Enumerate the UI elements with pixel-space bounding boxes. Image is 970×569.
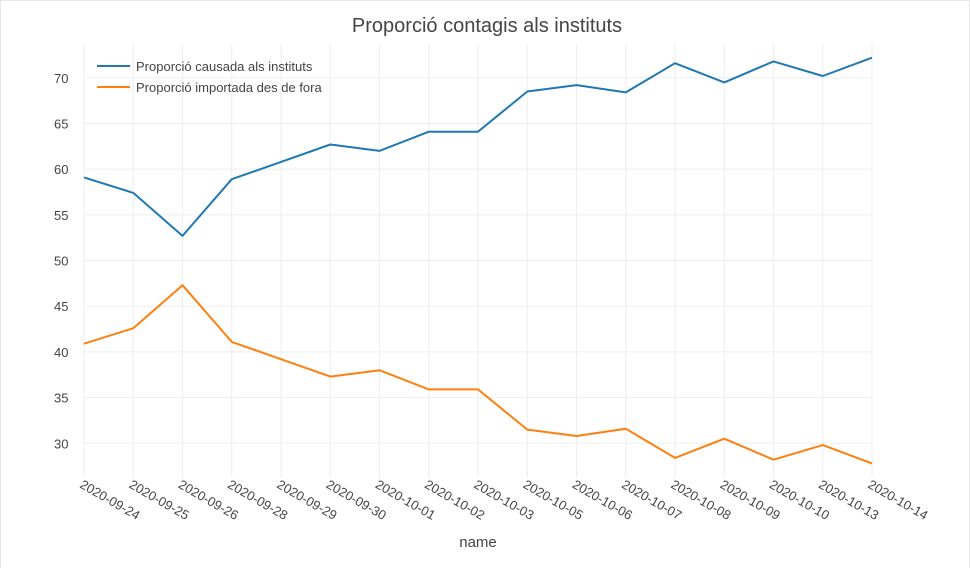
chart-title: Proporció contagis als instituts xyxy=(352,15,622,37)
y-tick-label: 45 xyxy=(54,299,68,314)
y-tick-label: 30 xyxy=(54,436,68,451)
legend-label: Proporció importada des de fora xyxy=(136,80,322,95)
y-tick-label: 40 xyxy=(54,345,68,360)
series-line-2[interactable] xyxy=(83,284,873,465)
y-tick-label: 70 xyxy=(54,71,68,86)
legend-item-1[interactable]: Proporció causada als instituts xyxy=(97,59,313,74)
x-axis-ticks: 2020-09-242020-09-252020-09-262020-09-28… xyxy=(78,477,931,523)
y-tick-label: 50 xyxy=(54,254,68,269)
series-lines xyxy=(83,56,873,465)
y-tick-label: 60 xyxy=(54,162,68,177)
legend-label: Proporció causada als instituts xyxy=(136,59,313,74)
gridlines xyxy=(83,44,873,478)
series-line-1[interactable] xyxy=(83,56,873,237)
y-tick-label: 55 xyxy=(54,208,68,223)
x-axis-title: name xyxy=(459,534,497,551)
y-tick-label: 35 xyxy=(54,391,68,406)
y-axis-ticks: 30 35 40 45 50 55 60 65 70 xyxy=(54,71,68,451)
y-tick-label: 65 xyxy=(54,116,68,131)
legend-item-2[interactable]: Proporció importada des de fora xyxy=(97,80,322,95)
legend[interactable]: Proporció causada als instituts Proporció… xyxy=(97,59,322,95)
